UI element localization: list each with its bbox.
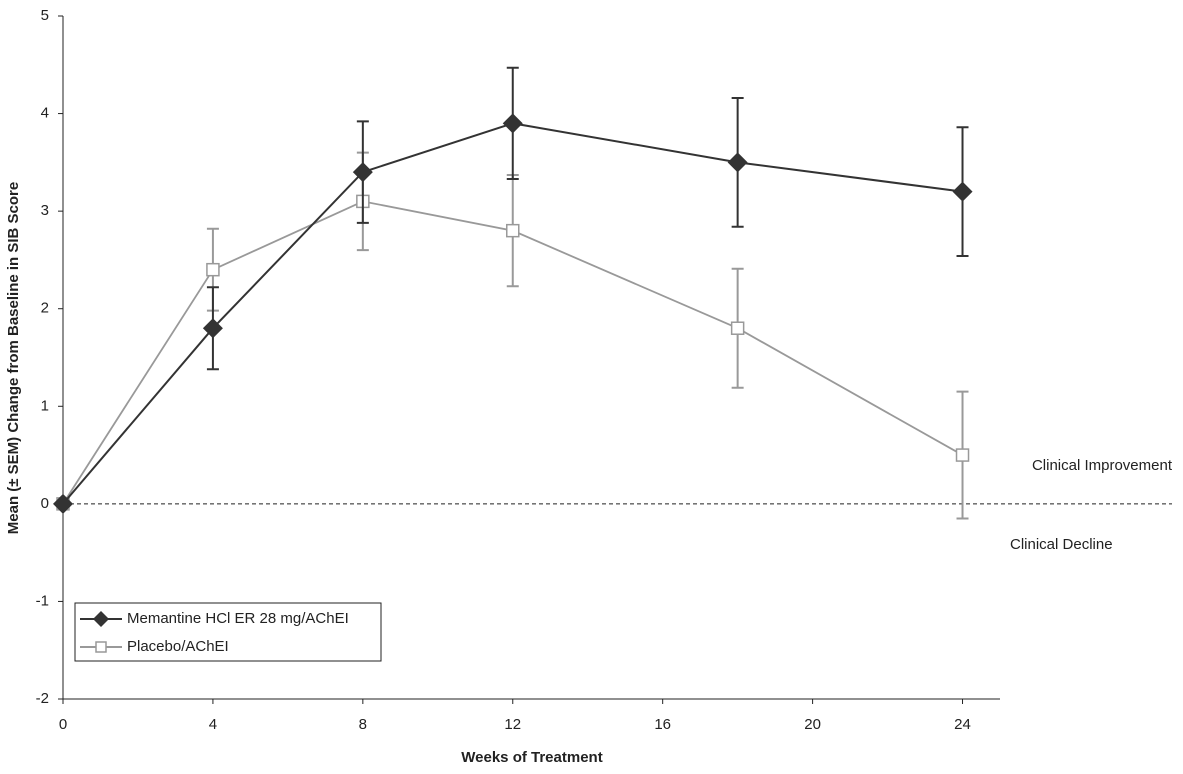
y-axis-title: Mean (± SEM) Change from Baseline in SIB… xyxy=(5,182,22,534)
x-tick-label: 24 xyxy=(954,716,971,733)
marker xyxy=(53,493,73,514)
y-tick-label: 3 xyxy=(41,202,49,219)
x-tick-label: 0 xyxy=(59,716,67,733)
annotation: Clinical Decline xyxy=(1010,536,1113,553)
marker xyxy=(955,448,970,462)
legend-marker xyxy=(95,641,107,653)
x-tick-label: 8 xyxy=(359,716,367,733)
series-line xyxy=(62,200,963,505)
legend-label: Memantine HCl ER 28 mg/AChEI xyxy=(127,610,349,627)
marker xyxy=(952,181,973,202)
marker xyxy=(502,113,523,134)
y-tick-label: 4 xyxy=(41,105,49,122)
y-tick-label: 5 xyxy=(41,7,49,24)
y-tick-label: 0 xyxy=(41,495,49,512)
x-tick-label: 20 xyxy=(804,716,821,733)
annotation: Clinical Improvement xyxy=(1032,457,1173,474)
y-tick-label: -1 xyxy=(36,592,49,609)
x-tick-label: 12 xyxy=(504,716,521,733)
x-axis-title: Weeks of Treatment xyxy=(461,749,602,766)
legend-marker xyxy=(93,611,109,627)
series-line xyxy=(62,122,963,505)
legend-label: Placebo/AChEI xyxy=(127,638,229,655)
marker xyxy=(352,162,373,183)
marker xyxy=(206,262,220,277)
y-tick-label: -2 xyxy=(36,690,49,707)
y-tick-label: 2 xyxy=(41,300,49,317)
x-tick-label: 16 xyxy=(654,716,671,733)
marker xyxy=(506,223,520,238)
marker xyxy=(727,152,748,173)
y-tick-label: 1 xyxy=(41,397,49,414)
marker xyxy=(730,321,745,335)
x-tick-label: 4 xyxy=(209,716,217,733)
marker xyxy=(202,318,223,339)
legend-box xyxy=(74,602,382,662)
